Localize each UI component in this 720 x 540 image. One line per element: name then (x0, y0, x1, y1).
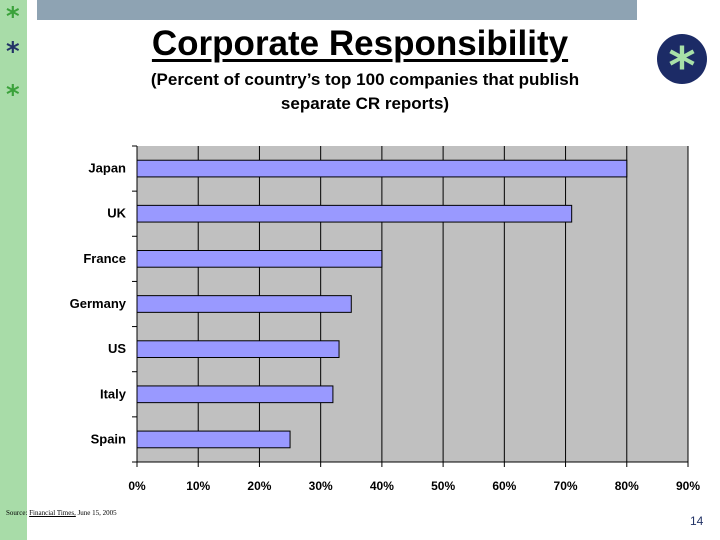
x-tick-label: 60% (492, 479, 516, 493)
bar (136, 250, 383, 268)
x-tick-label: 30% (309, 479, 333, 493)
left-accent-bar (0, 0, 27, 540)
bar (136, 340, 340, 358)
category-label: Germany (70, 296, 127, 311)
asterisk-badge-icon: * (657, 34, 707, 84)
source-publication: Financial Times, (29, 509, 76, 517)
bar (136, 430, 291, 449)
category-label: UK (107, 206, 126, 221)
x-tick-label: 0% (128, 479, 146, 493)
page-number: 14 (690, 514, 704, 528)
source-date: June 15, 2005 (75, 509, 117, 517)
decor-star-icon: * (6, 80, 20, 110)
page-title: Corporate Responsibility (151, 24, 569, 63)
category-label: Spain (91, 431, 126, 446)
x-tick-label: 40% (370, 479, 394, 493)
x-tick-label: 70% (554, 479, 578, 493)
x-tick-label: 20% (247, 479, 271, 493)
category-label: Italy (100, 386, 127, 401)
source-note: Source: Financial Times, June 15, 2005 (6, 509, 117, 517)
page-subtitle: (Percent of country’s top 100 companies … (150, 70, 580, 113)
decor-star-icon: * (6, 2, 20, 32)
x-tick-label: 80% (615, 479, 639, 493)
top-accent-bar (37, 0, 637, 20)
x-tick-label: 90% (676, 479, 700, 493)
bar (136, 385, 334, 404)
x-tick-label: 10% (186, 479, 210, 493)
bar (136, 159, 628, 178)
category-label: US (108, 341, 126, 356)
category-label: France (83, 251, 126, 266)
category-label: Japan (88, 161, 126, 176)
decor-star-icon: * (6, 37, 20, 67)
source-prefix: Source: (6, 509, 30, 517)
bar (136, 295, 352, 313)
x-tick-label: 50% (431, 479, 455, 493)
bar (136, 204, 573, 223)
